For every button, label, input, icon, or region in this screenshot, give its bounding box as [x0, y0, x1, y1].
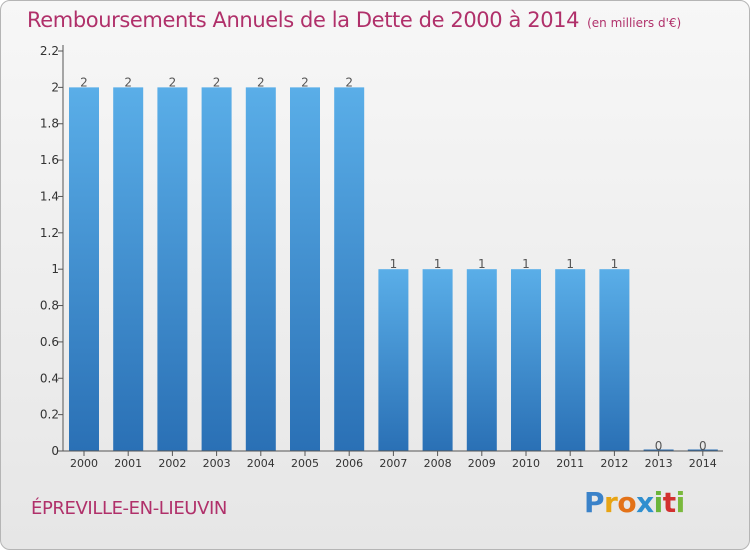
data-label: 2: [257, 75, 265, 89]
x-tick-label: 2003: [203, 457, 231, 470]
data-label: 1: [390, 257, 398, 271]
data-label: 2: [301, 75, 309, 89]
x-tick-label: 2013: [645, 457, 673, 470]
logo-letter: P: [584, 486, 605, 519]
x-tick-label: 2004: [247, 457, 275, 470]
bar-2003: [201, 87, 232, 451]
y-tick-label: 1.4: [40, 189, 59, 203]
data-label: 0: [699, 439, 707, 453]
chart-title-text: Remboursements Annuels de la Dette de 20…: [27, 8, 580, 32]
logo-letter: x: [636, 486, 654, 519]
x-tick-label: 2010: [512, 457, 540, 470]
data-label: 1: [611, 257, 619, 271]
data-label: 0: [655, 439, 663, 453]
x-tick-label: 2001: [114, 457, 142, 470]
data-label: 1: [434, 257, 442, 271]
bar-2002: [157, 87, 188, 451]
bar-2007: [378, 269, 409, 451]
bar-2011: [555, 269, 586, 451]
y-tick-label: 1.8: [40, 117, 59, 131]
data-label: 2: [124, 75, 132, 89]
y-tick-label: 0.2: [40, 408, 59, 422]
data-label: 2: [80, 75, 88, 89]
y-tick-label: 0.8: [40, 299, 59, 313]
data-label: 1: [566, 257, 574, 271]
logo-letter: o: [617, 486, 637, 519]
logo-letter: i: [675, 486, 686, 519]
x-tick-label: 2005: [291, 457, 319, 470]
data-label: 1: [522, 257, 530, 271]
y-axis: 0 0.2 0.4 0.6 0.8 1 1.2 1.4 1.6 1.8 2 2.2: [40, 44, 64, 458]
chart-title: Remboursements Annuels de la Dette de 20…: [27, 8, 681, 32]
data-label: 2: [345, 75, 353, 89]
proxiti-logo: Proxiti: [584, 486, 685, 519]
y-tick-label: 0.4: [40, 371, 59, 385]
logo-letter: r: [604, 486, 618, 519]
data-labels: 2 2 2 2 2 2 2 1 1 1 1 1 1 0 0: [80, 75, 706, 453]
y-tick-label: 0: [51, 444, 59, 458]
x-tick-label: 2014: [689, 457, 717, 470]
y-tick-label: 2.2: [40, 44, 59, 58]
bar-2001: [113, 87, 144, 451]
data-label: 2: [169, 75, 177, 89]
x-tick-label: 2012: [600, 457, 628, 470]
y-tick-label: 1.6: [40, 153, 59, 167]
bar-2008: [422, 269, 453, 451]
x-axis: 2000 2001 2002 2003 2004 2005 2006 2007 2008 2009…: [63, 450, 723, 470]
x-tick-label: 2007: [379, 457, 407, 470]
x-tick-label: 2002: [158, 457, 186, 470]
data-label: 2: [213, 75, 221, 89]
data-label: 1: [478, 257, 486, 271]
bar-2005: [290, 87, 320, 451]
y-tick-label: 0.6: [40, 335, 59, 349]
x-tick-label: 2006: [335, 457, 363, 470]
chart-unit-label: (en milliers d'€): [587, 16, 682, 30]
x-tick-label: 2009: [468, 457, 496, 470]
x-tick-label: 2008: [424, 457, 452, 470]
x-tick-label: 2011: [556, 457, 584, 470]
y-tick-label: 2: [51, 80, 59, 94]
bar-2010: [511, 269, 541, 451]
bar-2012: [599, 269, 630, 451]
bars: [69, 87, 718, 451]
bar-2006: [334, 87, 365, 451]
logo-letter: t: [662, 486, 676, 519]
bar-2009: [466, 269, 497, 451]
place-name: ÉPREVILLE-EN-LIEUVIN: [31, 498, 227, 519]
y-tick-label: 1.2: [40, 226, 59, 240]
logo-letter: i: [653, 486, 664, 519]
bar-2004: [245, 87, 276, 451]
y-tick-label: 1: [51, 262, 59, 276]
bar-2000: [69, 87, 99, 451]
x-tick-label: 2000: [70, 457, 98, 470]
